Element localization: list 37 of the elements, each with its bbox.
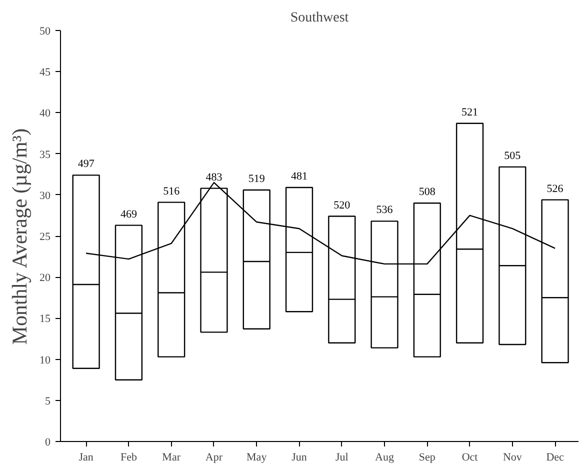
chart-title: Southwest <box>290 10 349 26</box>
x-tick-label: Oct <box>462 452 478 464</box>
y-tick-label: 0 <box>45 436 51 448</box>
annotation: 516 <box>163 185 180 198</box>
annotation: 508 <box>418 186 436 198</box>
annotation: 519 <box>248 172 266 185</box>
x-tick-label: May <box>246 452 268 464</box>
annotation: 526 <box>546 182 564 195</box>
x-tick-label: Dec <box>546 452 564 464</box>
x-tick-label: Jun <box>292 452 308 464</box>
annotation: 521 <box>462 106 478 118</box>
y-tick-label: 15 <box>40 313 51 326</box>
y-tick-label: 35 <box>40 148 51 161</box>
x-tick-label: Sep <box>418 452 436 464</box>
annotation: 536 <box>376 204 394 216</box>
y-tick-label: 50 <box>40 26 51 38</box>
y-axis-title: Monthly Average (µg/m³) <box>8 128 32 345</box>
x-tick-label: Mar <box>162 452 181 464</box>
annotation: 481 <box>291 170 308 182</box>
y-tick-label: 20 <box>40 272 51 284</box>
x-tick-label: Apr <box>205 452 223 464</box>
annotation: 483 <box>206 171 223 184</box>
x-tick-label: Aug <box>375 452 394 464</box>
annotation: 520 <box>334 199 351 212</box>
y-tick-label: 5 <box>45 395 51 408</box>
y-tick-label: 45 <box>40 66 51 79</box>
annotation: 505 <box>504 150 522 162</box>
x-tick-label: Nov <box>502 452 522 464</box>
x-tick-label: Jan <box>78 452 94 464</box>
annotation: 469 <box>120 208 138 220</box>
annotation: 497 <box>78 158 95 170</box>
x-tick-label: Feb <box>120 452 138 464</box>
x-tick-label: Jul <box>335 452 348 464</box>
y-tick-label: 30 <box>40 190 51 202</box>
y-tick-label: 25 <box>40 231 51 243</box>
y-tick-label: 10 <box>40 354 51 366</box>
y-tick-label: 40 <box>40 108 51 120</box>
